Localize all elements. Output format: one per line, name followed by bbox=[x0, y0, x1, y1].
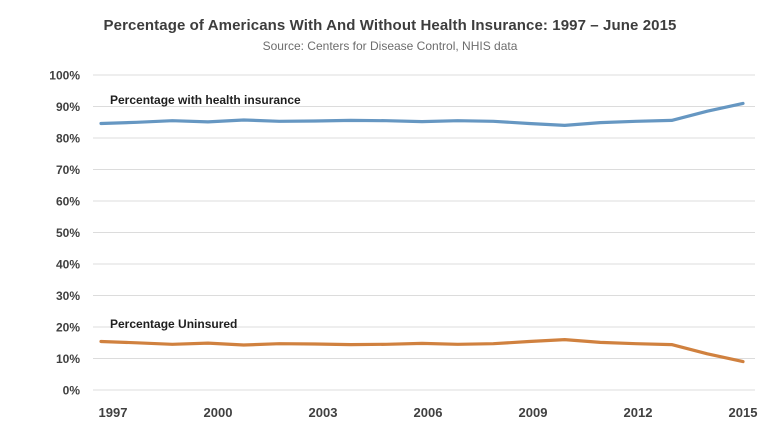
y-axis-tick-label: 100% bbox=[49, 69, 80, 83]
x-axis-tick-label: 2009 bbox=[519, 405, 548, 420]
y-axis-tick-label: 80% bbox=[56, 132, 80, 146]
insured-line bbox=[99, 101, 745, 128]
y-axis-tick-label: 20% bbox=[56, 321, 80, 335]
uninsured-series-label: Percentage Uninsured bbox=[110, 317, 237, 331]
y-axis-tick-label: 70% bbox=[56, 163, 80, 177]
y-axis-tick-label: 90% bbox=[56, 100, 80, 114]
y-axis-tick-label: 30% bbox=[56, 289, 80, 303]
chart-title: Percentage of Americans With And Without… bbox=[103, 17, 677, 34]
x-axis-tick-label: 2012 bbox=[624, 405, 653, 420]
y-axis-tick-label: 40% bbox=[56, 258, 80, 272]
y-axis-tick-label: 60% bbox=[56, 195, 80, 209]
x-axis-tick-label: 2006 bbox=[414, 405, 443, 420]
x-axis-tick-label: 2003 bbox=[309, 405, 338, 420]
x-axis-tick-label: 2015 bbox=[729, 405, 758, 420]
x-axis-tick-label: 1997 bbox=[99, 405, 128, 420]
uninsured-line bbox=[99, 338, 745, 364]
chart-subtitle: Source: Centers for Disease Control, NHI… bbox=[262, 39, 518, 53]
insured-series-label: Percentage with health insurance bbox=[110, 93, 301, 107]
x-axis-tick-label: 2000 bbox=[204, 405, 233, 420]
y-axis-tick-label: 50% bbox=[56, 226, 80, 240]
y-axis-tick-label: 10% bbox=[56, 352, 80, 366]
y-axis-tick-label: 0% bbox=[63, 384, 81, 398]
